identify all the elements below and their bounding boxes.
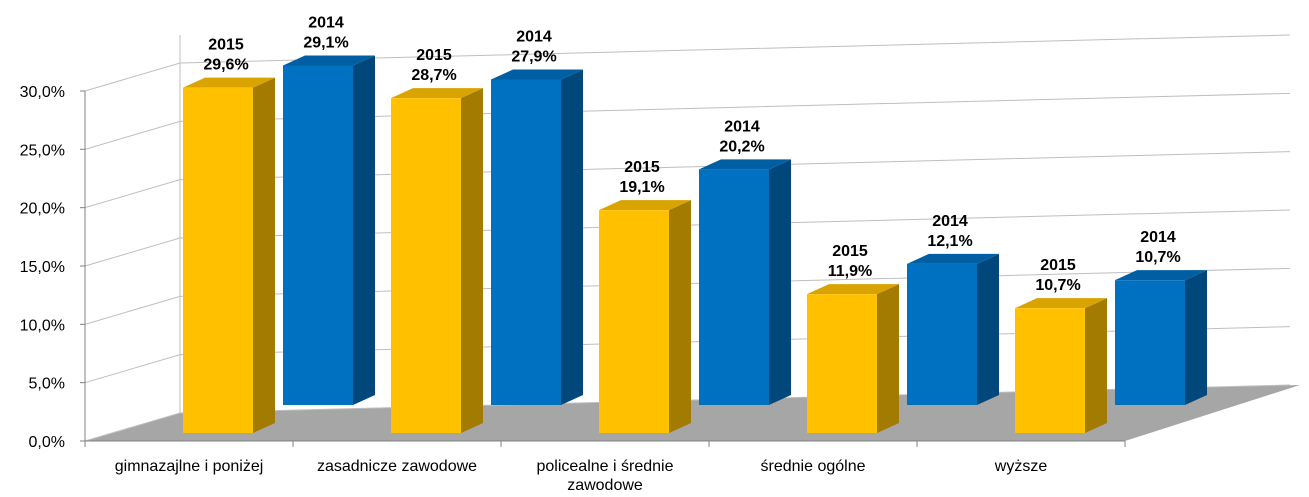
data-label-series: 2015 xyxy=(832,243,868,260)
data-label-series: 2015 xyxy=(208,37,244,54)
bar-side xyxy=(977,253,999,405)
bar-side xyxy=(1185,270,1207,405)
data-label: 2015 11,9% xyxy=(828,243,872,280)
data-label-value: 11,9% xyxy=(828,263,872,280)
data-label-value: 19,1% xyxy=(619,179,664,196)
data-label-series: 2015 xyxy=(1040,257,1076,274)
bar xyxy=(807,294,877,433)
bar-side xyxy=(877,284,899,433)
data-label-value: 10,7% xyxy=(1035,277,1080,294)
bar xyxy=(183,87,253,434)
bar-side xyxy=(1085,298,1107,433)
data-label-series: 2014 xyxy=(308,15,344,32)
data-label: 2015 28,7% xyxy=(411,47,456,84)
data-label: 2014 20,2% xyxy=(719,118,764,155)
x-tick-label: średnie ogólne xyxy=(760,458,866,475)
data-label: 2015 10,7% xyxy=(1035,257,1080,294)
grid-line xyxy=(84,34,1291,92)
bar-top xyxy=(807,284,899,295)
bar-top xyxy=(183,77,275,88)
bar xyxy=(1115,280,1185,405)
bar-top xyxy=(1015,298,1107,309)
bar-side xyxy=(769,159,791,405)
bar-top xyxy=(1115,270,1207,281)
y-tick-label: 30,0% xyxy=(20,84,65,101)
x-tick-label: wyższe xyxy=(994,458,1048,475)
grid-line xyxy=(84,151,1291,209)
x-tick-label: policealne i średnie zawodowe xyxy=(536,458,674,494)
grid-line xyxy=(84,92,1291,150)
floor xyxy=(85,385,1300,441)
data-label: 2014 27,9% xyxy=(511,29,556,66)
data-label: 2014 12,1% xyxy=(927,213,972,250)
data-label-value: 10,7% xyxy=(1135,249,1180,266)
data-label-series: 2015 xyxy=(624,159,660,176)
data-label-series: 2014 xyxy=(932,213,968,230)
data-label: 2015 29,6% xyxy=(203,37,248,74)
y-tick-label: 25,0% xyxy=(20,142,65,159)
bar-top xyxy=(599,200,691,211)
bar xyxy=(1015,308,1085,433)
bar xyxy=(491,79,561,405)
bar-top xyxy=(907,253,999,264)
data-label-series: 2014 xyxy=(516,29,552,46)
bar xyxy=(283,65,353,405)
data-label-value: 20,2% xyxy=(719,138,764,155)
bar-side xyxy=(353,55,375,405)
y-tick-label: 10,0% xyxy=(20,317,65,334)
data-label-series: 2015 xyxy=(416,47,452,64)
bar xyxy=(907,263,977,405)
data-label-value: 28,7% xyxy=(411,67,456,84)
bar xyxy=(699,169,769,405)
bar-side xyxy=(561,69,583,405)
data-label-value: 27,9% xyxy=(511,49,556,66)
x-tick-label: zasadnicze zawodowe xyxy=(316,458,478,475)
data-label-value: 12,1% xyxy=(927,233,972,250)
data-label: 2014 10,7% xyxy=(1135,229,1180,266)
y-tick-label: 5,0% xyxy=(29,376,65,393)
data-label-series: 2014 xyxy=(724,118,760,135)
grid-line xyxy=(84,209,1291,267)
bar-side xyxy=(253,77,275,434)
bar-side xyxy=(461,88,483,434)
y-tick-label: 15,0% xyxy=(20,259,65,276)
bar-top xyxy=(283,55,375,66)
data-label-series: 2014 xyxy=(1140,229,1176,246)
data-label: 2015 19,1% xyxy=(619,159,664,196)
bar-top xyxy=(491,69,583,80)
data-label-value: 29,1% xyxy=(303,35,348,52)
bar xyxy=(599,210,669,433)
bar-top xyxy=(699,159,791,170)
bar-side xyxy=(669,200,691,433)
bar-top xyxy=(391,88,483,99)
bar xyxy=(391,98,461,434)
data-label: 2014 29,1% xyxy=(303,15,348,52)
y-tick-label: 20,0% xyxy=(20,201,65,218)
data-label-value: 29,6% xyxy=(203,57,248,74)
x-tick-label: gimnazajlne i poniżej xyxy=(114,458,264,475)
y-tick-label: 0,0% xyxy=(29,434,65,451)
